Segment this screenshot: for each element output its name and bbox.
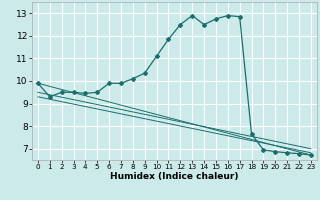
X-axis label: Humidex (Indice chaleur): Humidex (Indice chaleur)	[110, 172, 239, 181]
